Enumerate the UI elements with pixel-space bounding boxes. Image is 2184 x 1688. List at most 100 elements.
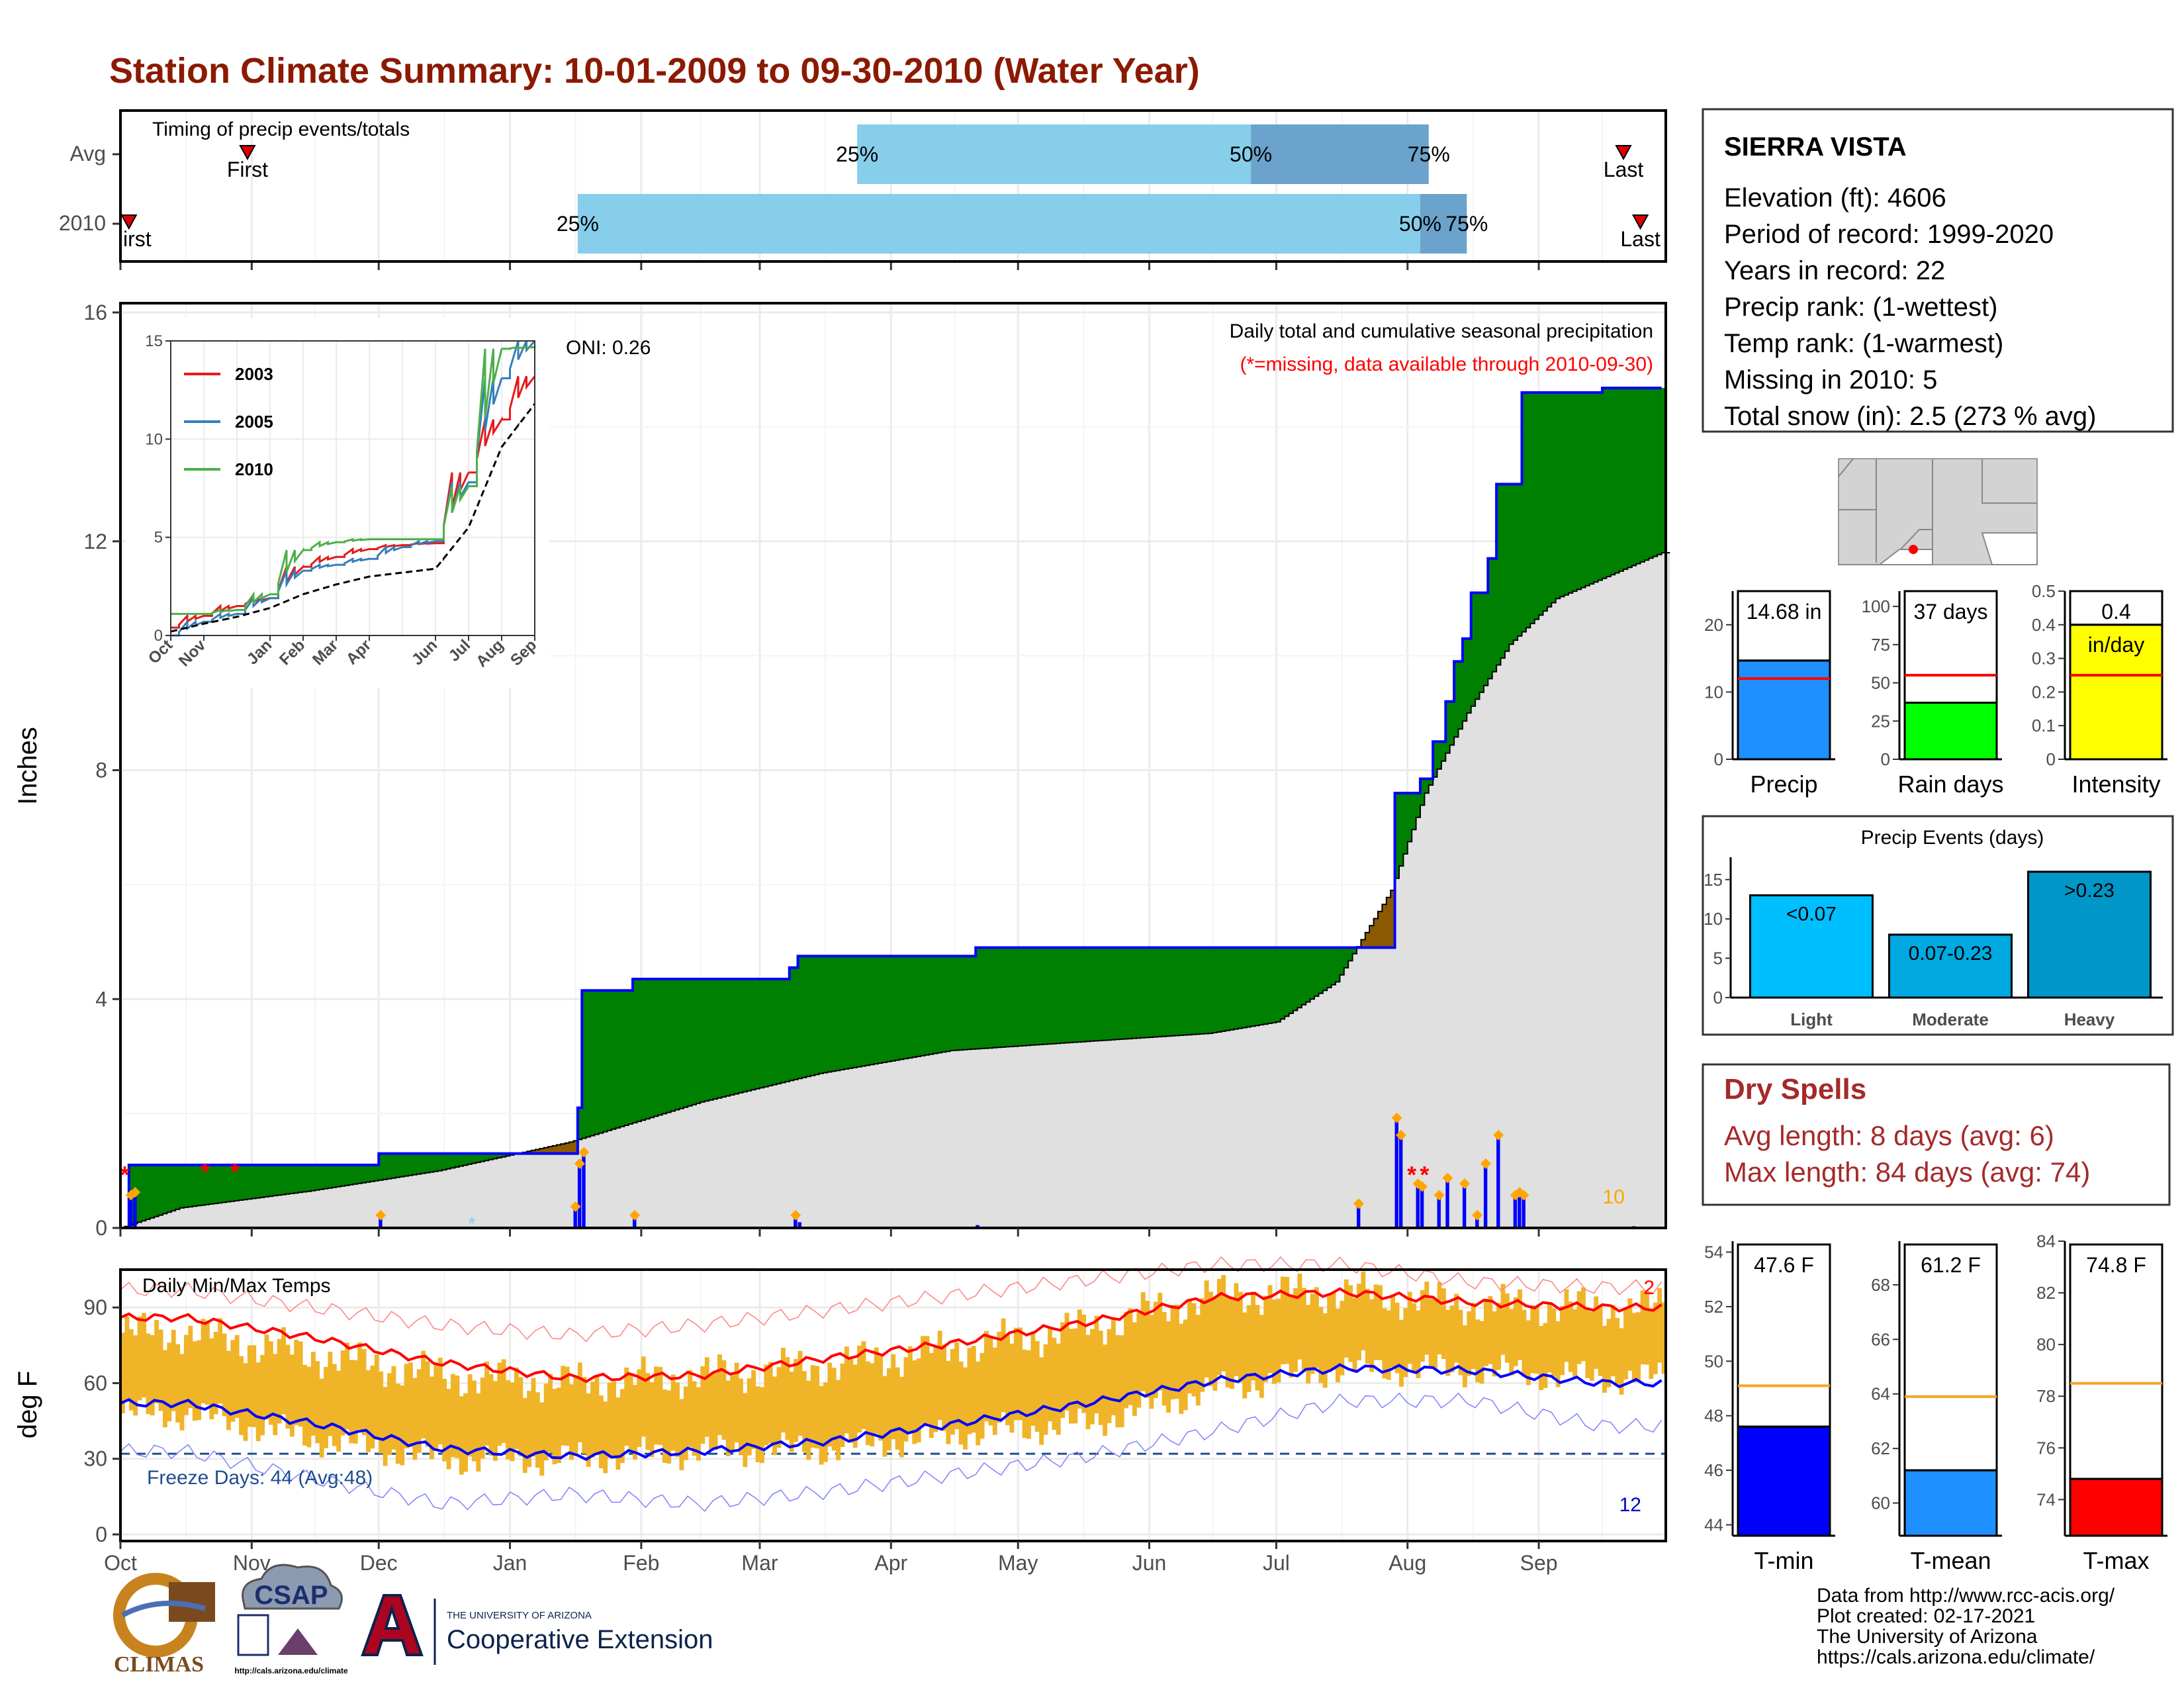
timing-label-75: 75% (1408, 142, 1450, 166)
above-average-area (197, 1164, 202, 1206)
daily-temp-range-bar (442, 1378, 447, 1462)
daily-temp-range-bar (675, 1382, 680, 1458)
daily-temp-range-bar (688, 1370, 693, 1447)
mini-ytick-label: 0 (1714, 749, 1723, 769)
daily-temp-range-bar (433, 1364, 439, 1450)
daily-temp-range-bar (1246, 1305, 1251, 1392)
above-average-area (264, 1164, 269, 1197)
daily-temp-range-bar (619, 1389, 625, 1464)
daily-temp-range-bar (1285, 1277, 1290, 1364)
above-average-area (645, 978, 651, 1119)
mini-ytick-label: 66 (1871, 1329, 1890, 1349)
daily-temp-range-bar (501, 1359, 506, 1443)
above-average-area (870, 956, 875, 1065)
above-average-area (1525, 393, 1531, 628)
map-borders (1838, 458, 2037, 565)
above-average-area (1543, 393, 1548, 612)
above-average-area (831, 956, 837, 1072)
above-average-area (1179, 947, 1184, 1036)
above-average-area (776, 978, 782, 1084)
mini-value-label: 74.8 F (2086, 1253, 2146, 1277)
above-average-area (1276, 947, 1281, 1022)
daily-temp-range-bar (133, 1335, 138, 1416)
above-average-area (797, 956, 803, 1079)
daily-temp-range-bar (527, 1391, 532, 1468)
daily-temp-range-bar (128, 1329, 134, 1411)
daily-temp-range-bar (171, 1329, 176, 1411)
above-average-area (801, 956, 807, 1078)
month-label: Jan (493, 1551, 527, 1575)
above-average-area (213, 1164, 218, 1204)
daily-temp-range-bar (912, 1360, 917, 1444)
above-average-area (1581, 393, 1586, 588)
daily-temp-range-bar (1200, 1298, 1205, 1392)
above-average-area (1551, 393, 1557, 603)
inset-ytick-label: 15 (145, 332, 163, 350)
timing-row-avg: Avg (69, 142, 106, 165)
daily-temp-range-bar (878, 1356, 884, 1441)
station-box-frame (1702, 108, 2174, 433)
daily-temp-range-bar (1585, 1308, 1590, 1378)
events-category-label: Heavy (2064, 1009, 2115, 1029)
above-average-area (1225, 947, 1230, 1031)
daily-temp-range-bar (1471, 1303, 1476, 1370)
daily-temp-range-bar (158, 1329, 163, 1411)
daily-temp-range-bar (1631, 1313, 1637, 1383)
daily-temp-range-bar (319, 1378, 324, 1458)
daily-temp-range-bar (721, 1360, 727, 1440)
daily-temp-range-bar (391, 1366, 396, 1450)
daily-temp-range-bar (302, 1364, 307, 1446)
timing-row-2010: 2010 (59, 211, 106, 235)
above-average-area (349, 1164, 354, 1185)
daily-temp-range-bar (1627, 1298, 1633, 1371)
above-average-area (366, 1164, 371, 1182)
daily-temp-range-bar (488, 1374, 494, 1456)
daily-temp-range-bar (455, 1376, 460, 1458)
above-average-area (755, 978, 760, 1089)
daily-temp-range-bar (946, 1360, 951, 1444)
timing-label-50: 50% (1230, 142, 1272, 166)
dry-spells-max: Max length: 84 days (avg: 74) (1724, 1156, 2090, 1188)
events-bar-label: 0.07-0.23 (1909, 943, 1993, 964)
average-cumulative-line (120, 552, 1670, 1229)
daily-temp-range-bar (234, 1335, 240, 1419)
mini-ytick-label: 84 (2036, 1231, 2056, 1251)
above-average-area (1518, 484, 1523, 636)
above-average-area (590, 990, 596, 1136)
daily-temp-range-bar (725, 1380, 731, 1456)
daily-temp-range-bar (1107, 1329, 1112, 1423)
mini-panel-label: Precip (1750, 771, 1817, 798)
above-average-area (345, 1164, 350, 1186)
daily-precip-bar (573, 1207, 577, 1228)
daily-precip-bar (1420, 1188, 1424, 1228)
above-average-area (484, 1153, 490, 1161)
daily-temp-range-bar (1547, 1303, 1552, 1373)
above-average-area (1398, 793, 1404, 867)
daily-temp-range-bar (209, 1338, 214, 1420)
daily-temp-range-bar (124, 1316, 130, 1401)
climas-logo-swoosh (121, 1601, 206, 1618)
daily-temp-range-bar (548, 1374, 553, 1453)
above-average-area (1331, 947, 1336, 985)
above-average-area (277, 1164, 282, 1196)
above-average-area (1449, 701, 1455, 745)
above-average-area (1547, 393, 1552, 607)
above-average-area (1649, 388, 1654, 559)
above-average-area (794, 967, 799, 1080)
above-average-area (319, 1164, 324, 1190)
daily-temp-range-bar (1128, 1308, 1133, 1405)
above-average-area (328, 1164, 333, 1188)
daily-temp-range-bar (870, 1363, 875, 1447)
daily-temp-range-bar (1661, 1302, 1666, 1374)
dry-spells-box: Dry Spells Avg length: 8 days (avg: 6) M… (1702, 1063, 2171, 1206)
daily-temp-range-bar (1077, 1309, 1082, 1409)
daily-temp-range-bar (412, 1378, 418, 1460)
above-average-area (721, 978, 727, 1098)
above-average-area (937, 956, 942, 1053)
above-average-area (852, 956, 858, 1068)
daily-temp-range-bar (179, 1354, 185, 1430)
daily-temp-range-bar (857, 1345, 862, 1433)
daily-temp-range-bar (717, 1354, 722, 1435)
daily-temp-range-bar (450, 1374, 455, 1458)
daily-temp-range-bar (1449, 1305, 1455, 1373)
